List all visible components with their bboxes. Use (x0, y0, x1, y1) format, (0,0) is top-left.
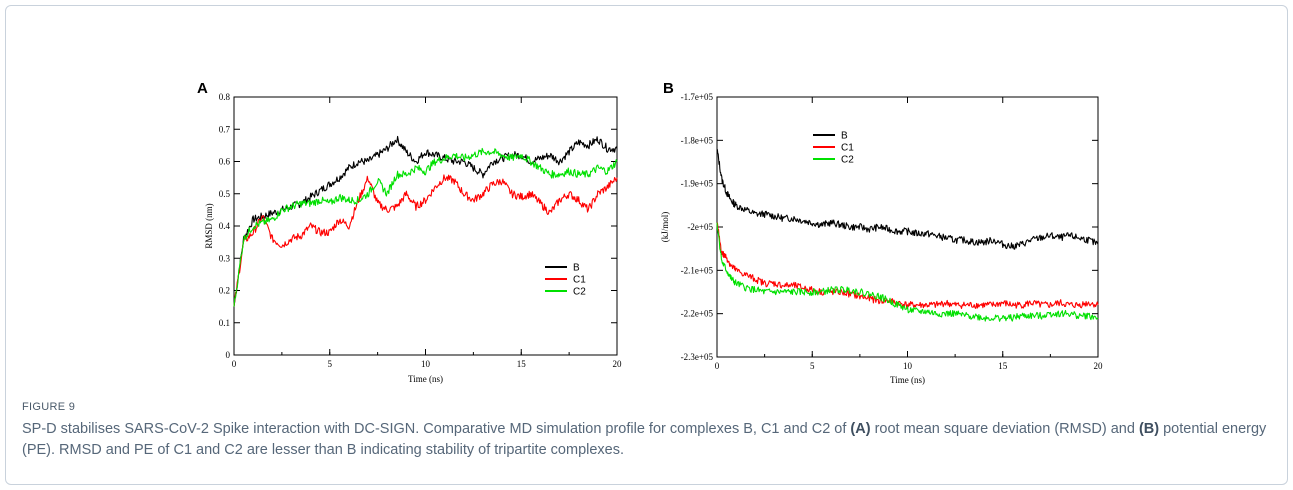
y-axis-label: (kJ/mol) (660, 212, 670, 243)
caption-text-3: potential energy (PE). RMSD and PE of C1… (22, 421, 1267, 458)
figure-charts: 0 5 10 15 20 0 0.1 0.2 0.3 0.4 0.5 0.6 0.7 0.8 Time (n… (197, 80, 1103, 385)
y-tick-label: -2e+05 (687, 222, 713, 232)
caption-ref-b: (B) (1138, 421, 1160, 437)
x-tick-label: 5 (328, 359, 333, 369)
y-tick-label: -2.1e+05 (681, 265, 714, 275)
y-tick-label: 0.7 (219, 124, 231, 134)
legend-label-c1: C1 (841, 143, 854, 154)
caption-text-1: SP-D stabilises SARS-CoV-2 Spike interac… (22, 421, 851, 437)
x-tick-label: 15 (517, 359, 527, 369)
series-line-b (233, 135, 618, 307)
caption-text-2: root mean square deviation (RMSD) and (870, 421, 1139, 437)
y-tick-label: -1.8e+05 (681, 135, 714, 145)
y-tick-label: 0.3 (219, 253, 231, 263)
series-line-c2 (716, 222, 1099, 322)
x-axis-label: Time (ns) (890, 375, 925, 385)
y-tick-label: 0 (226, 350, 231, 360)
legend-label-c1: C1 (573, 275, 586, 286)
x-tick-label: 10 (421, 359, 431, 369)
panel-letter: B (663, 80, 674, 97)
plot-frame (233, 96, 618, 356)
series-line-b (716, 148, 1099, 250)
legend-label-b: B (841, 131, 848, 142)
figure-caption: SP-D stabilises SARS-CoV-2 Spike interac… (22, 419, 1272, 461)
x-tick-label: 0 (232, 359, 237, 369)
y-axis-label: RMSD (nm) (204, 203, 214, 248)
y-tick-label: -1.7e+05 (681, 92, 714, 102)
y-tick-label: 0.4 (219, 221, 231, 231)
x-tick-label: 15 (998, 361, 1008, 371)
y-tick-label: -1.9e+05 (681, 179, 714, 189)
panel-b-chart: 0 5 10 15 20 -2.3e+05 -2.2e+05 -2.1e+05 -2e+05 -1… (660, 80, 1103, 385)
y-tick-label: 0.2 (219, 286, 230, 296)
series-line-c1 (716, 222, 1099, 310)
y-tick-label: 0.8 (219, 92, 231, 102)
y-tick-label: 0.5 (219, 189, 231, 199)
panel-a-chart: 0 5 10 15 20 0 0.1 0.2 0.3 0.4 0.5 0.6 0.7 0.8 Time (n… (197, 80, 622, 384)
series-line-c2 (233, 147, 618, 307)
y-tick-label: 0.1 (219, 318, 230, 328)
legend-label-c2: C2 (573, 287, 586, 298)
series-line-c1 (233, 174, 618, 307)
y-tick-label: -2.2e+05 (681, 309, 714, 319)
figure-label: FIGURE 9 (22, 401, 76, 413)
figure-frame (5, 5, 1288, 485)
y-tick-label: 0.6 (219, 157, 231, 167)
x-tick-label: 5 (810, 361, 815, 371)
x-axis-label: Time (ns) (408, 374, 443, 384)
x-tick-label: 20 (1094, 361, 1104, 371)
caption-ref-a: (A) (850, 421, 871, 437)
x-tick-label: 0 (715, 361, 720, 371)
legend-label-c2: C2 (841, 155, 854, 166)
x-tick-label: 10 (903, 361, 913, 371)
legend-label-b: B (573, 263, 580, 274)
panel-letter: A (197, 80, 208, 97)
y-tick-label: -2.3e+05 (681, 352, 714, 362)
x-tick-label: 20 (613, 359, 623, 369)
